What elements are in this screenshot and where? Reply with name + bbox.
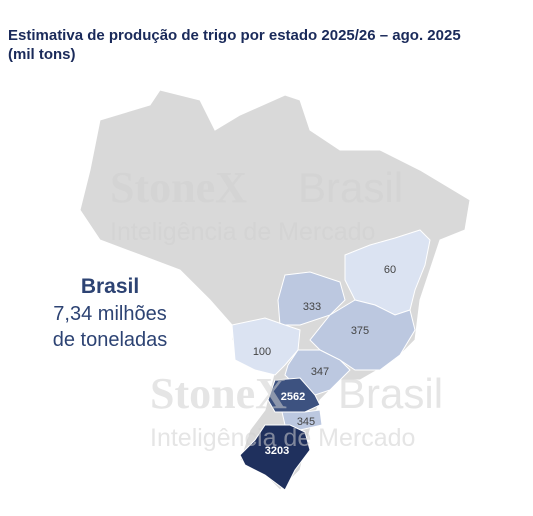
subtitle: (mil tons) bbox=[8, 46, 76, 63]
region-label: 375 bbox=[351, 325, 369, 337]
watermark-brand: StoneX bbox=[110, 163, 247, 212]
region-label: 333 bbox=[303, 301, 321, 313]
region-label: 345 bbox=[297, 416, 315, 428]
watermark-brand: StoneX bbox=[150, 369, 287, 418]
watermark-tagline: Inteligência de Mercado bbox=[150, 424, 415, 452]
summary-label: Brasil bbox=[81, 275, 139, 298]
region bbox=[267, 377, 321, 413]
summary-value: 7,34 milhões bbox=[53, 303, 166, 325]
region bbox=[239, 424, 311, 491]
title: Estimativa de produção de trigo por esta… bbox=[8, 27, 461, 44]
region bbox=[231, 317, 301, 376]
watermark-tagline: Inteligência de Mercado bbox=[110, 218, 375, 246]
region-label: 60 bbox=[384, 264, 396, 276]
region-label: 347 bbox=[311, 366, 329, 378]
summary-unit: de toneladas bbox=[53, 329, 168, 351]
region-label: 2562 bbox=[281, 391, 305, 403]
region-label: 3203 bbox=[265, 445, 289, 457]
watermark-country: Brasil bbox=[298, 164, 403, 211]
region-label: 100 bbox=[253, 346, 271, 358]
watermark-country: Brasil bbox=[338, 370, 443, 417]
